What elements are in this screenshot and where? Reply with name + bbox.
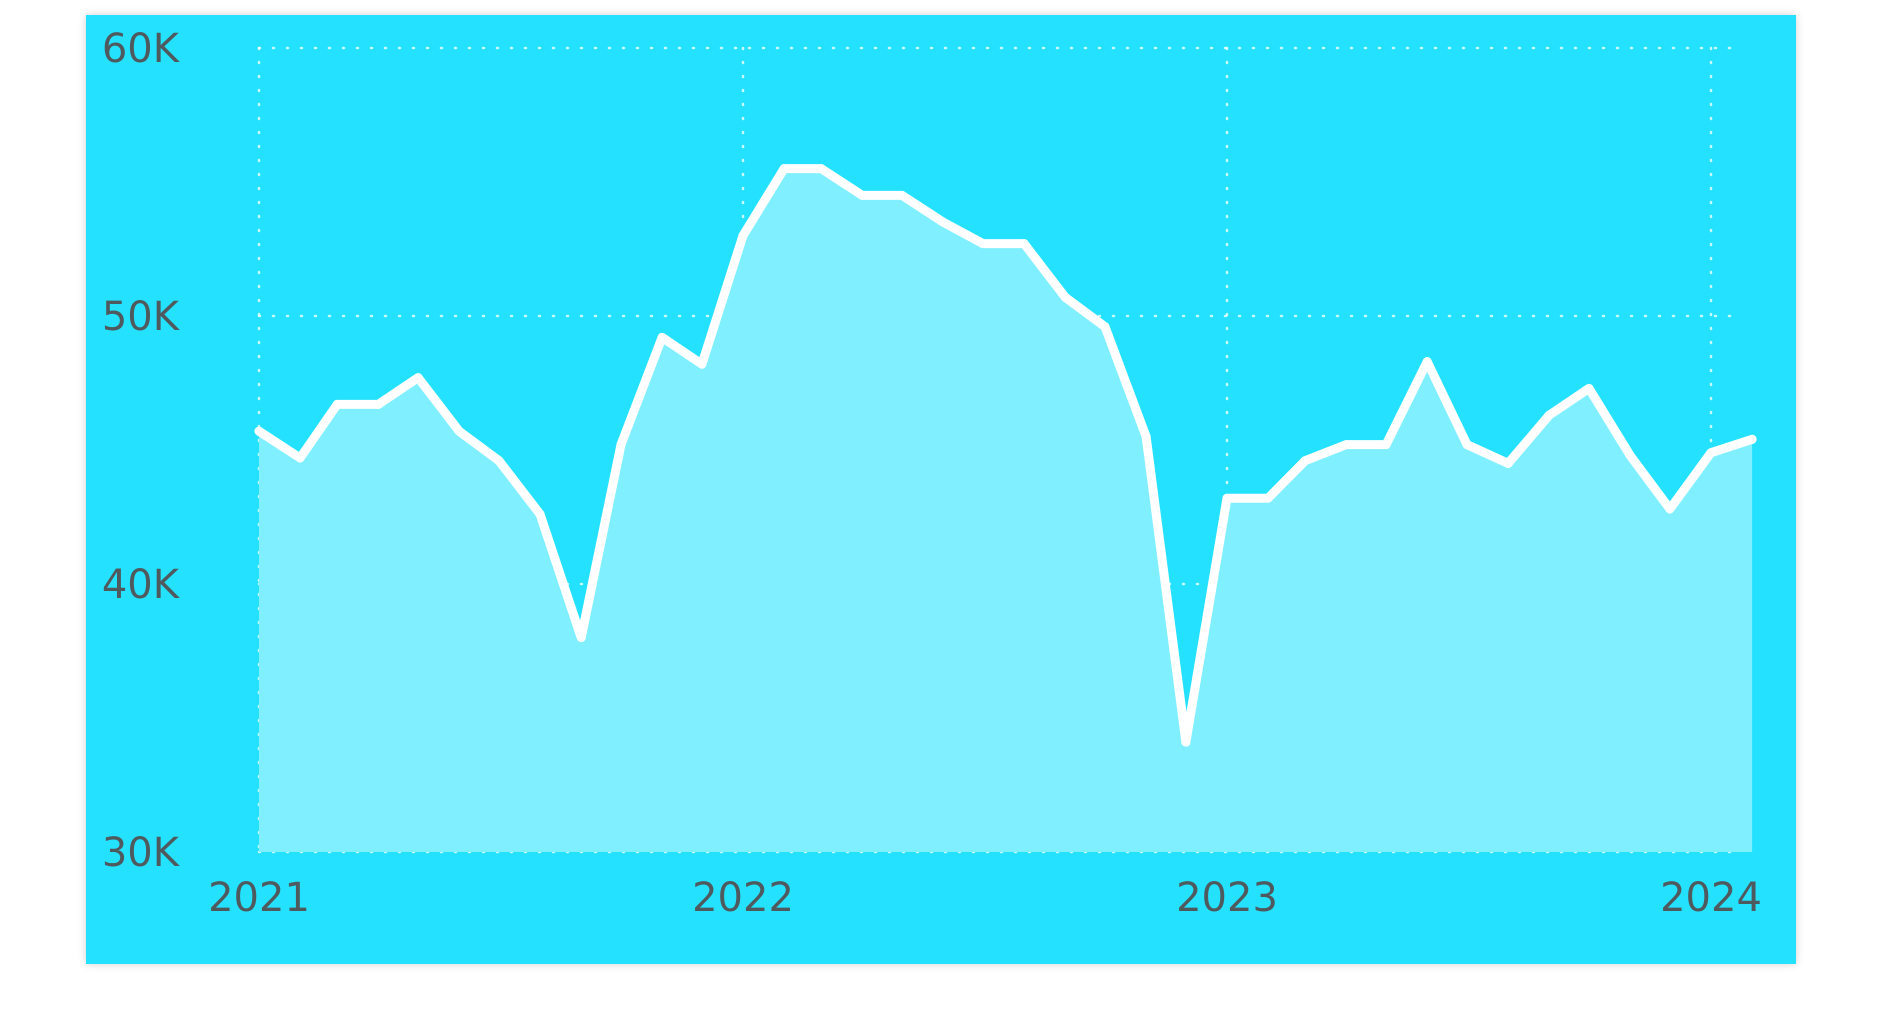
series-area: [259, 168, 1753, 853]
data-point: [494, 456, 504, 466]
y-tick-label: 40K: [102, 562, 181, 608]
data-point: [738, 231, 748, 241]
series-area-fill: [259, 168, 1753, 853]
data-point: [816, 164, 826, 174]
data-point: [576, 633, 586, 643]
data-point: [454, 426, 464, 436]
data-point: [1060, 292, 1070, 302]
data-point: [779, 164, 789, 174]
x-tick-label: 2023: [1176, 875, 1278, 921]
data-point: [1462, 440, 1472, 450]
series-line: [254, 164, 1757, 747]
data-point: [535, 509, 545, 519]
line-area-chart: 30K 40K 50K 60K 2021 2022 2023 2024: [102, 26, 1762, 921]
data-point: [657, 332, 667, 342]
data-point: [1584, 383, 1594, 393]
data-point: [857, 190, 867, 200]
data-point: [332, 399, 342, 409]
y-axis-tick-labels: 30K 40K 50K 60K: [102, 26, 181, 876]
data-point: [616, 440, 626, 450]
data-point: [1747, 434, 1757, 444]
x-axis-tick-labels: 2021 2022 2023 2024: [208, 875, 1762, 921]
x-tick-label: 2024: [1660, 875, 1762, 921]
data-point: [1222, 493, 1232, 503]
data-point: [1625, 450, 1635, 460]
data-point: [1100, 322, 1110, 332]
data-point: [978, 239, 988, 249]
data-point: [1181, 737, 1191, 747]
data-point: [897, 190, 907, 200]
x-tick-label: 2022: [692, 875, 794, 921]
data-point: [938, 217, 948, 227]
data-point: [1665, 504, 1675, 514]
data-point: [373, 399, 383, 409]
data-point: [1422, 357, 1432, 367]
y-tick-label: 30K: [102, 830, 181, 876]
x-tick-label: 2021: [208, 875, 310, 921]
data-point: [1019, 239, 1029, 249]
data-point: [1341, 440, 1351, 450]
series-line-path: [254, 164, 1757, 747]
data-point: [1141, 432, 1151, 442]
data-point: [1544, 410, 1554, 420]
data-point: [1503, 458, 1513, 468]
data-point: [1706, 448, 1716, 458]
data-point: [697, 359, 707, 369]
y-tick-label: 50K: [102, 294, 181, 340]
chart-card: 30K 40K 50K 60K 2021 2022 2023 2024: [86, 15, 1796, 964]
data-point: [1263, 493, 1273, 503]
y-tick-label: 60K: [102, 26, 181, 72]
data-point: [1381, 440, 1391, 450]
data-point: [413, 373, 423, 383]
data-point: [1300, 456, 1310, 466]
data-point: [295, 453, 305, 463]
data-point: [254, 426, 264, 436]
